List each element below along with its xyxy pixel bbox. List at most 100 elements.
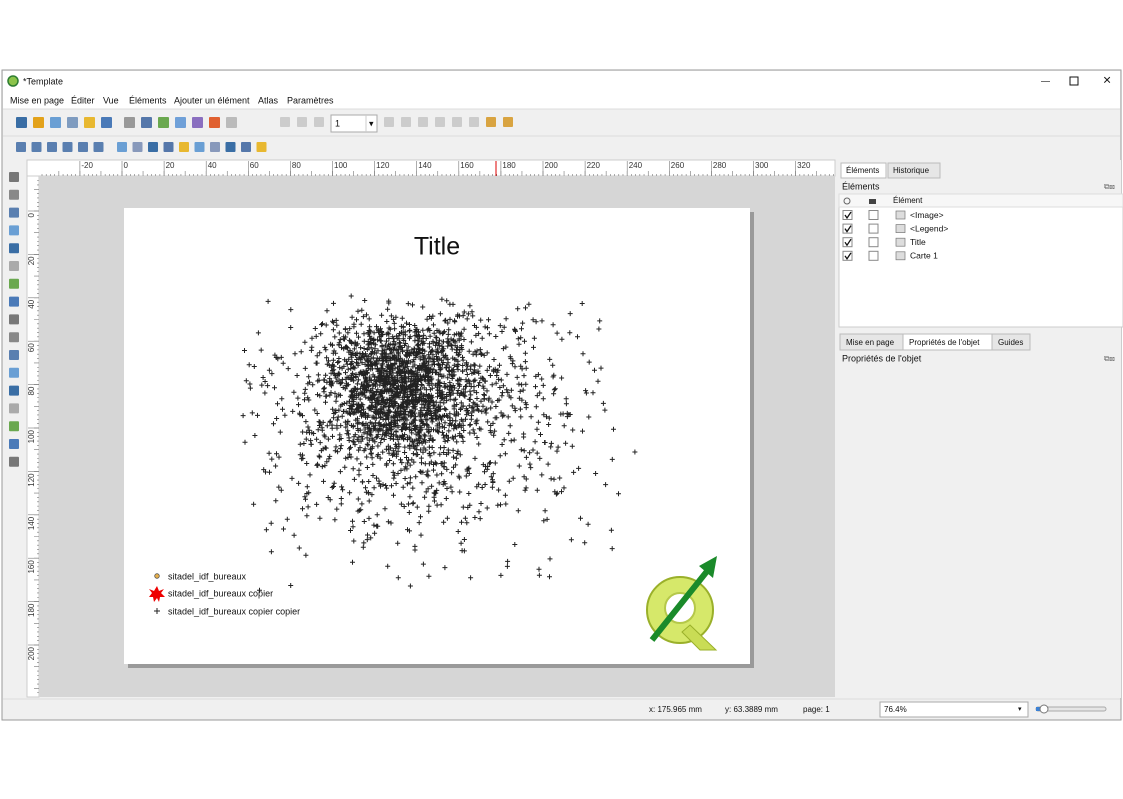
tool-button[interactable] xyxy=(9,225,19,236)
tool-button[interactable] xyxy=(141,117,152,128)
tool-button[interactable] xyxy=(280,117,290,127)
tool-button[interactable] xyxy=(163,142,174,152)
qgis-logo[interactable] xyxy=(646,556,718,651)
menu-item[interactable]: Mise en page xyxy=(10,95,64,105)
tool-button[interactable] xyxy=(175,117,186,128)
visibility-checkbox[interactable] xyxy=(842,237,853,248)
tool-button[interactable] xyxy=(256,142,267,152)
tab-label[interactable]: Historique xyxy=(893,166,930,175)
tool-button[interactable] xyxy=(16,117,27,128)
tool-button[interactable] xyxy=(210,142,220,152)
tab-label[interactable]: Mise en page xyxy=(846,338,895,347)
tool-button[interactable] xyxy=(9,439,19,449)
lock-checkbox[interactable] xyxy=(868,237,879,248)
tool-button[interactable] xyxy=(9,403,19,414)
tool-button[interactable] xyxy=(9,332,19,343)
tool-button[interactable] xyxy=(158,117,169,128)
tool-button[interactable] xyxy=(9,314,19,325)
tool-button[interactable] xyxy=(9,456,19,467)
tool-button[interactable] xyxy=(192,117,203,128)
layout-title[interactable]: Title xyxy=(414,233,460,261)
tool-button[interactable] xyxy=(503,117,513,127)
tool-button[interactable] xyxy=(384,117,394,127)
visibility-checkbox[interactable] xyxy=(842,250,853,261)
item-label[interactable]: <Image> xyxy=(910,210,944,220)
ruler-label: 320 xyxy=(797,161,811,170)
tool-button[interactable] xyxy=(117,142,127,152)
menu-item[interactable]: Éléments xyxy=(129,95,167,105)
tool-button[interactable] xyxy=(62,142,73,152)
minimize-button[interactable]: — xyxy=(1041,75,1050,85)
tool-button[interactable] xyxy=(47,142,57,152)
tool-button[interactable] xyxy=(9,189,19,200)
tool-button[interactable] xyxy=(16,142,26,152)
tool-button[interactable] xyxy=(209,117,220,128)
page-input-value[interactable]: 1 xyxy=(335,118,340,128)
spin-arrow[interactable]: ▾ xyxy=(369,118,374,128)
tool-button[interactable] xyxy=(452,117,462,127)
item-label[interactable]: Carte 1 xyxy=(910,251,938,261)
menu-item[interactable]: Paramètres xyxy=(287,95,334,105)
lock-checkbox[interactable] xyxy=(868,250,879,261)
close-button[interactable]: × xyxy=(1103,72,1111,88)
tool-button[interactable] xyxy=(33,117,44,128)
zoom-value[interactable]: 76.4% xyxy=(884,705,907,714)
tool-button[interactable] xyxy=(469,117,479,127)
menu-item[interactable]: Vue xyxy=(103,95,119,105)
tool-button[interactable] xyxy=(401,117,411,127)
zoom-arrow[interactable]: ▾ xyxy=(1018,706,1022,713)
tool-button[interactable] xyxy=(9,172,19,182)
panel-buttons[interactable]: ⧉⊠ xyxy=(1104,354,1115,363)
tool-button[interactable] xyxy=(9,367,19,378)
panel-buttons[interactable]: ⧉⊠ xyxy=(1104,182,1115,191)
tool-button[interactable] xyxy=(314,117,324,127)
zoom-slider-handle[interactable] xyxy=(1039,704,1049,714)
menu-item[interactable]: Ajouter un élément xyxy=(174,95,250,105)
item-label[interactable]: <Legend> xyxy=(910,223,948,233)
tool-button[interactable] xyxy=(435,117,445,127)
tool-button[interactable] xyxy=(486,117,496,127)
menu-item[interactable]: Éditer xyxy=(71,95,95,105)
tool-button[interactable] xyxy=(67,117,78,128)
tab[interactable] xyxy=(991,333,1031,351)
tool-button[interactable] xyxy=(9,278,19,289)
tool-button[interactable] xyxy=(9,296,19,307)
tool-button[interactable] xyxy=(225,142,236,152)
tab-label[interactable]: Guides xyxy=(998,338,1023,347)
tool-button[interactable] xyxy=(226,117,237,128)
legend-entry: sitadel_idf_bureaux copier copier xyxy=(168,606,300,616)
tool-button[interactable] xyxy=(93,142,104,152)
tool-button[interactable] xyxy=(101,117,112,128)
tool-button[interactable] xyxy=(418,117,428,127)
lock-checkbox[interactable] xyxy=(868,223,879,234)
tool-button[interactable] xyxy=(148,142,158,152)
lock-checkbox[interactable] xyxy=(868,210,879,220)
tool-button[interactable] xyxy=(9,421,19,432)
tool-button[interactable] xyxy=(297,117,307,127)
tool-button[interactable] xyxy=(124,117,135,128)
tool-button[interactable] xyxy=(9,350,19,360)
visibility-checkbox[interactable] xyxy=(842,210,853,220)
tab[interactable] xyxy=(887,162,941,179)
tool-button[interactable] xyxy=(194,142,205,152)
tool-button[interactable] xyxy=(132,142,143,152)
zoom-combo[interactable] xyxy=(879,701,1029,718)
maximize-button[interactable] xyxy=(1069,76,1079,86)
legend[interactable]: sitadel_idf_bureaux sitadel_idf_bureaux … xyxy=(149,571,300,616)
tool-button[interactable] xyxy=(9,243,19,254)
tab-label[interactable]: Éléments xyxy=(846,166,879,175)
tool-button[interactable] xyxy=(9,207,19,218)
tool-button[interactable] xyxy=(50,117,61,128)
tool-button[interactable] xyxy=(31,142,42,152)
tool-button[interactable] xyxy=(179,142,189,152)
tab-label[interactable]: Propriétés de l'objet xyxy=(909,338,980,347)
tool-button[interactable] xyxy=(9,385,19,396)
tool-button[interactable] xyxy=(9,261,19,271)
tool-button[interactable] xyxy=(78,142,88,152)
tool-button[interactable] xyxy=(241,142,251,152)
item-label[interactable]: Title xyxy=(910,237,926,247)
menu-item[interactable]: Atlas xyxy=(258,95,279,105)
visibility-checkbox[interactable] xyxy=(842,223,853,234)
tab[interactable] xyxy=(840,162,887,179)
tool-button[interactable] xyxy=(84,117,95,128)
